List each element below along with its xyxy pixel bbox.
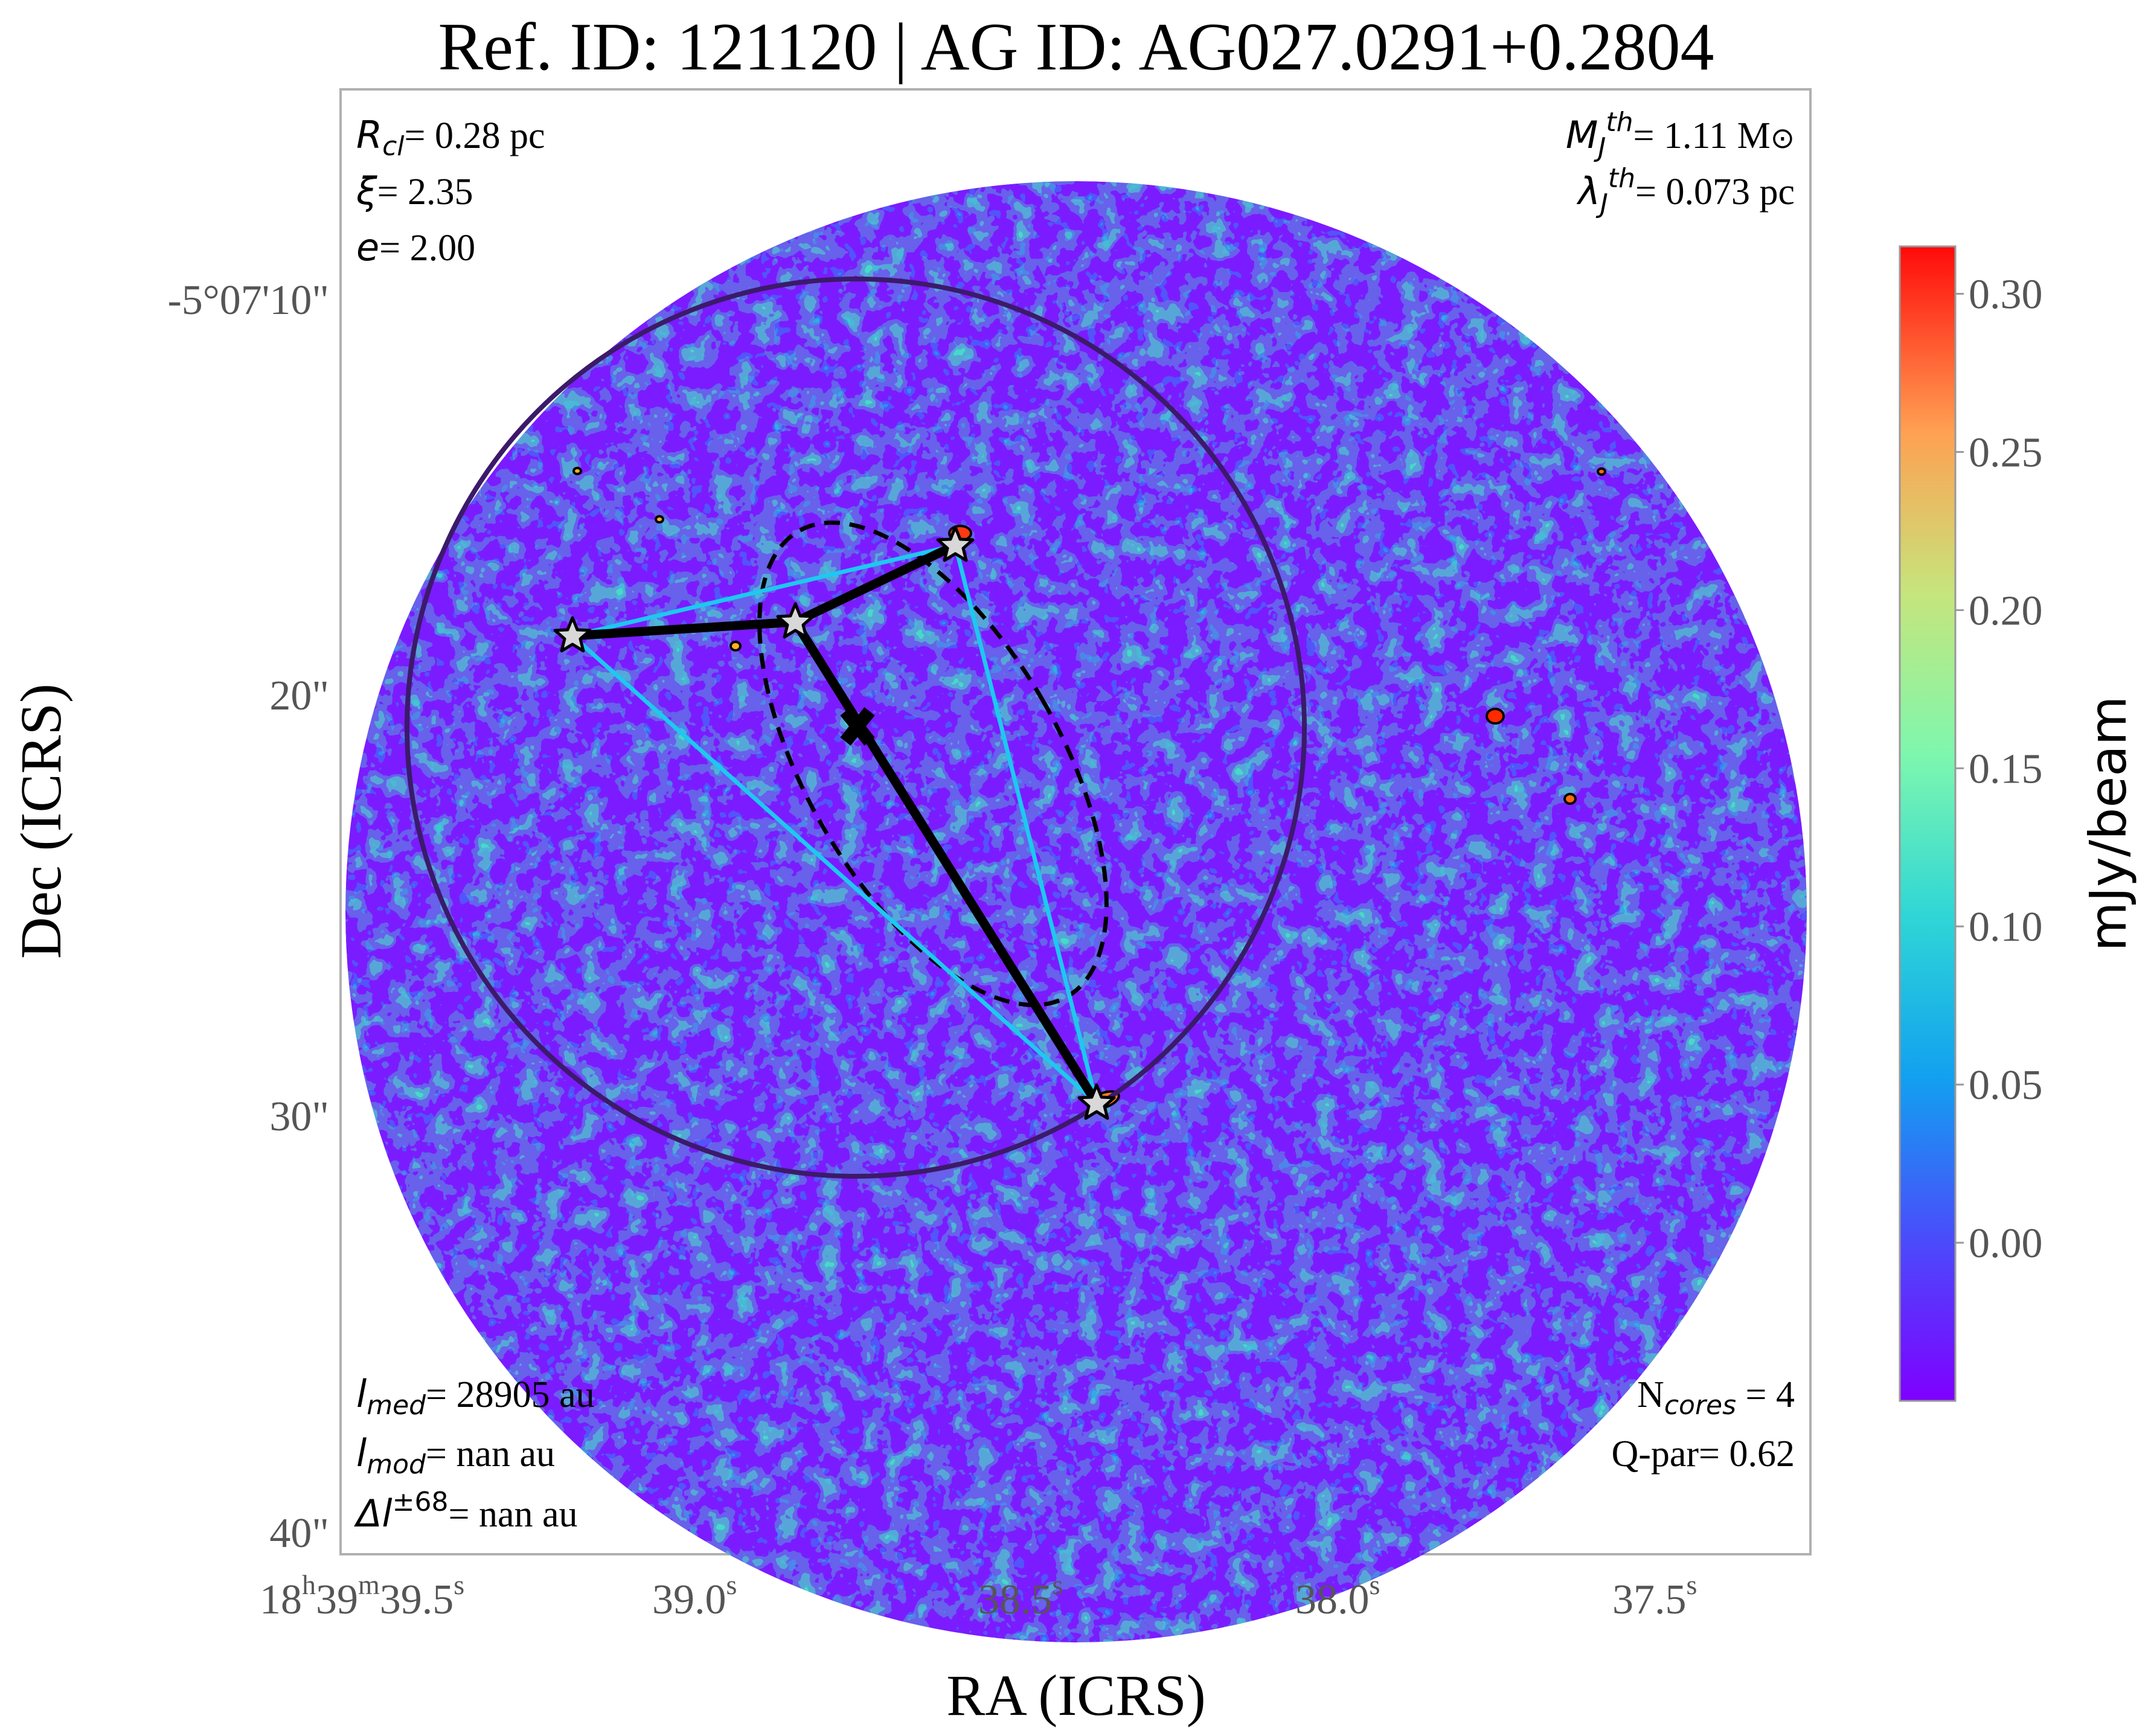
cluster-radius-circle xyxy=(405,277,1307,1179)
colorbar-tick-label: 0.10 xyxy=(1969,904,2043,950)
core-star-4 xyxy=(1077,1083,1116,1120)
svg-text:e= 2.00: e= 2.00 xyxy=(356,225,475,269)
colorbar-tick-label: 0.25 xyxy=(1969,429,2043,476)
colorbar-gradient xyxy=(1899,245,1957,1402)
lj-value: = 0.073 pc xyxy=(1635,171,1795,213)
core-star-2 xyxy=(776,602,815,639)
lmed-subscript: med xyxy=(367,1390,426,1421)
svg-text:λJth= 0.073 pc: λJth= 0.073 pc xyxy=(1576,163,1795,219)
colorbar-label: mJy/beam xyxy=(2079,696,2138,952)
dl-superscript: ±68 xyxy=(393,1487,449,1517)
qpar-text: Q-par= 0.62 xyxy=(1611,1433,1795,1475)
mst-edges xyxy=(568,540,1101,1108)
lmod-subscript: mod xyxy=(367,1449,426,1480)
x-tick-hours: 18 xyxy=(260,1577,302,1623)
y-tick-label: 40" xyxy=(269,1510,329,1557)
svg-text:lmod= nan au: lmod= nan au xyxy=(356,1431,555,1480)
lmed-symbol: l xyxy=(356,1372,367,1416)
xi-symbol: ξ xyxy=(356,169,377,213)
solar-symbol: ⊙ xyxy=(1771,121,1795,155)
colorbar-tick-label: 0.15 xyxy=(1969,746,2043,792)
lmod-value: = nan au xyxy=(426,1433,555,1475)
y-tick-labels: -5°07'10" 20" 30" 40" xyxy=(168,277,330,1557)
e-symbol: e xyxy=(356,225,379,269)
svg-text:Rcl= 0.28 pc: Rcl= 0.28 pc xyxy=(356,113,545,162)
x-tick-label: 39.0s xyxy=(652,1569,737,1623)
x-tick-labels: 18h39m39.5s 39.0s 38.5s 38.0s 37.5s xyxy=(260,1569,1697,1623)
x-axis-label: RA (ICRS) xyxy=(946,1663,1205,1728)
annotation-bottom-left: lmed= 28905 au lmod= nan au Δl±68= nan a… xyxy=(354,1372,595,1536)
y-tick-label: 20" xyxy=(269,673,329,719)
lj-superscript: th xyxy=(1608,163,1635,194)
mj-superscript: th xyxy=(1606,107,1633,138)
y-axis-label: Dec (ICRS) xyxy=(8,684,73,959)
colorbar-tick-labels: 0.30 0.25 0.20 0.15 0.10 0.05 0.00 xyxy=(1969,272,2043,1267)
svg-text:MJth= 1.11 M⊙: MJth= 1.11 M⊙ xyxy=(1566,107,1795,163)
figure-title: Ref. ID: 121120 | AG ID: AG027.0291+0.28… xyxy=(438,10,1714,85)
y-tick-label: -5°07'10" xyxy=(168,277,330,324)
svg-text:lmed= 28905 au: lmed= 28905 au xyxy=(356,1372,595,1421)
svg-text:Δl±68= nan au: Δl±68= nan au xyxy=(354,1487,578,1536)
svg-text:ξ= 2.35: ξ= 2.35 xyxy=(356,169,473,213)
annotation-top-left: Rcl= 0.28 pc ξ= 2.35 e= 2.00 xyxy=(356,113,545,269)
core-star-3 xyxy=(936,525,975,562)
mj-symbol: M xyxy=(1566,113,1598,157)
xi-value: = 2.35 xyxy=(377,171,473,213)
e-value: = 2.00 xyxy=(379,228,475,269)
annotation-top-right: MJth= 1.11 M⊙ λJth= 0.073 pc xyxy=(1566,107,1795,219)
dl-symbol: Δl xyxy=(354,1491,393,1536)
colorbar-ticks xyxy=(1955,293,1964,1244)
y-tick-label: 30" xyxy=(269,1094,329,1140)
x-tick-label: 38.5s xyxy=(978,1569,1063,1623)
rcl-symbol: R xyxy=(356,113,382,157)
svg-text:Ncores = 4: Ncores = 4 xyxy=(1637,1374,1795,1421)
ncores-symbol: N xyxy=(1637,1374,1664,1415)
ncores-value: = 4 xyxy=(1736,1374,1795,1415)
colorbar-tick-label: 0.20 xyxy=(1969,588,2043,634)
colorbar-tick-label: 0.30 xyxy=(1969,272,2043,318)
lmed-value: = 28905 au xyxy=(426,1374,594,1415)
lj-symbol: λ xyxy=(1576,169,1600,213)
x-tick-label: 18h39m39.5s xyxy=(260,1569,464,1623)
core-stars xyxy=(553,525,1116,1120)
colorbar-tick-label: 0.00 xyxy=(1969,1220,2043,1267)
mj-value: = 1.11 M xyxy=(1633,115,1770,156)
core-star-1 xyxy=(553,616,592,653)
intensity-map xyxy=(345,181,1807,1642)
core-ellipse xyxy=(757,520,1109,1007)
rcl-subscript: cl xyxy=(382,131,405,162)
colorbar: 0.30 0.25 0.20 0.15 0.10 0.05 0.00 mJy/beam xyxy=(1899,245,2138,1402)
annotation-bottom-right: Ncores = 4 Q-par= 0.62 xyxy=(1611,1374,1795,1475)
ncores-subscript: cores xyxy=(1664,1390,1736,1421)
colorbar-tick-label: 0.05 xyxy=(1969,1062,2043,1109)
centroid-cross-marker xyxy=(840,707,875,746)
lmod-symbol: l xyxy=(356,1431,367,1475)
x-tick-label: 37.5s xyxy=(1612,1569,1697,1623)
dl-value: = nan au xyxy=(449,1494,578,1535)
x-tick-label: 38.0s xyxy=(1295,1569,1380,1623)
rcl-value: = 0.28 pc xyxy=(405,115,545,156)
